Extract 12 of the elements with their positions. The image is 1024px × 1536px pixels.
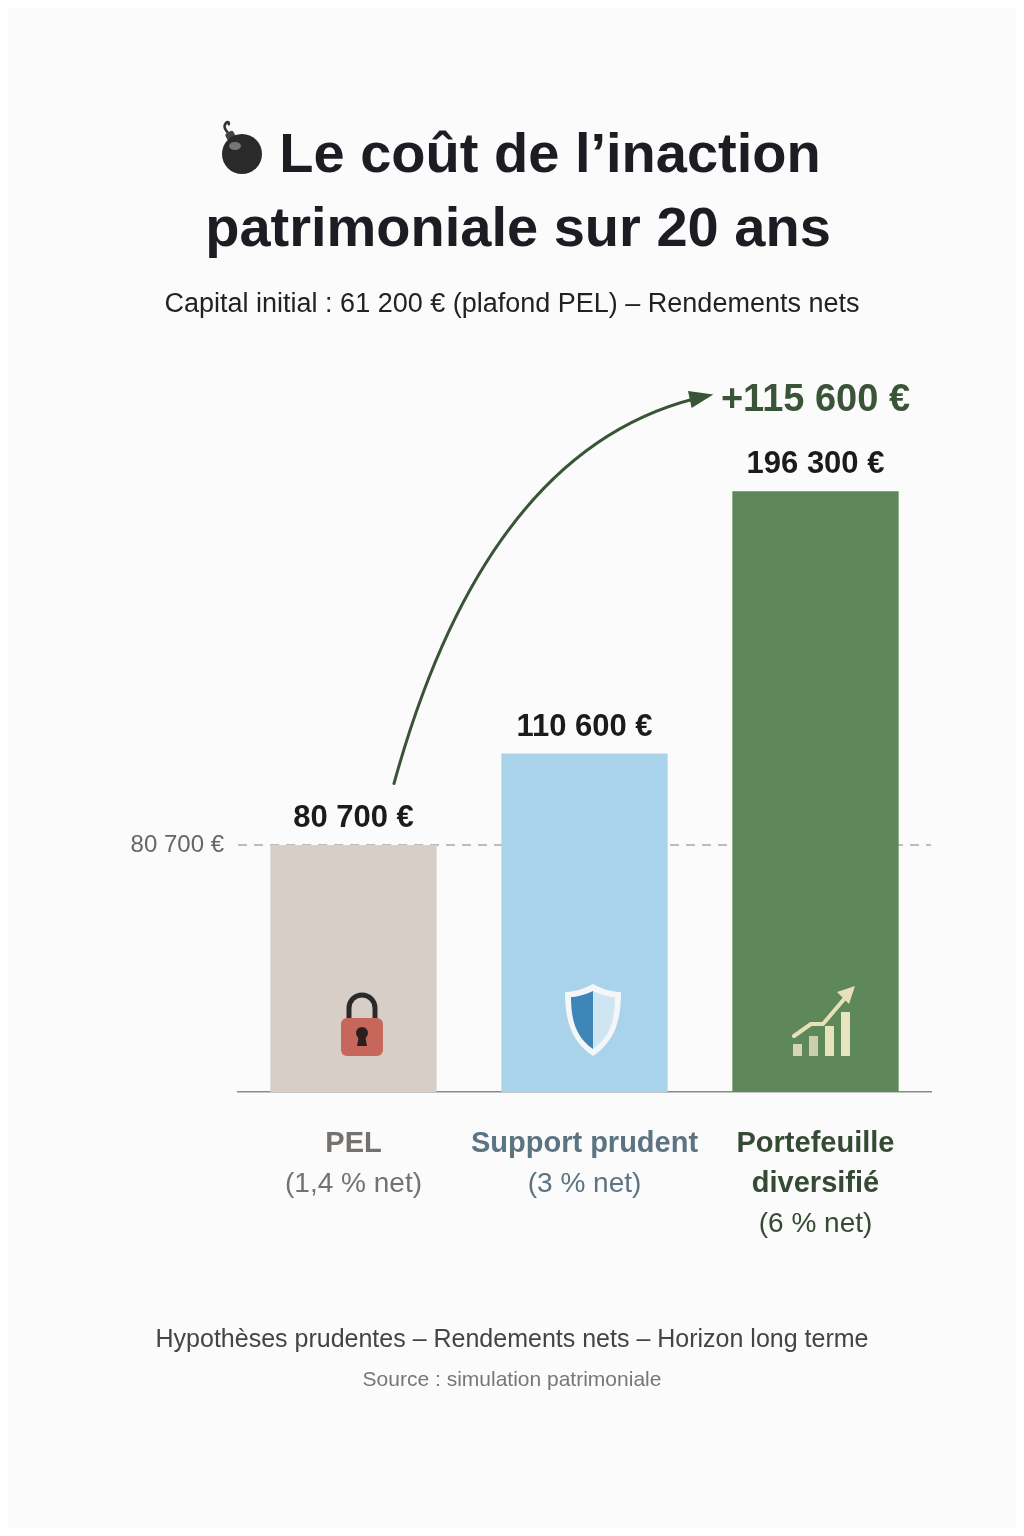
data-label: 196 300 € — [746, 445, 885, 481]
data-label: 80 700 € — [293, 799, 414, 835]
annotation: +115 600 € — [720, 377, 911, 420]
chart-subtitle: Capital initial : 61 200 € (plafond PEL) – Rendements nets — [164, 288, 860, 318]
ref-line-label: 80 700 € — [130, 829, 225, 857]
chart-title: Le coût de l’inaction patrimoniale sur 20 ans — [205, 121, 831, 258]
data-label: 110 600 € — [516, 707, 653, 743]
x-tick-label: Support prudent (3 % net) — [470, 1126, 699, 1198]
text: Hypothèses prudentes – Rendements nets – Horizon long terme — [154, 1324, 870, 1353]
source-note: Source : simulation patrimoniale — [361, 1367, 663, 1391]
x-tick-label: PEL (1,4 % net) — [285, 1126, 422, 1198]
x-tick-label: Portefeuille diversifié (6 % net) — [736, 1126, 895, 1238]
